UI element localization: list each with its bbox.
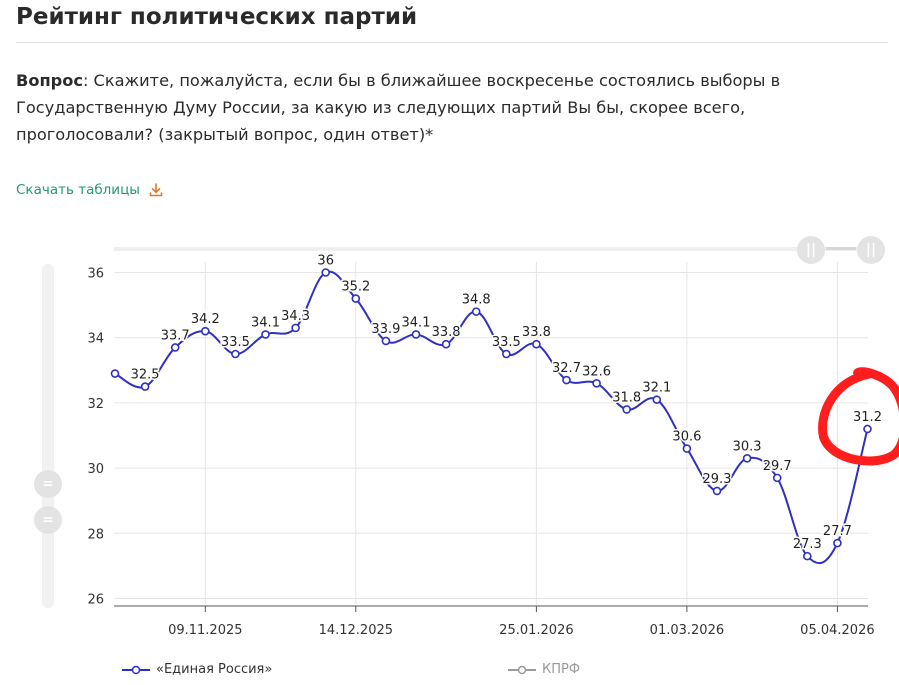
data-label: 33.5	[492, 335, 521, 350]
series-line-er	[114, 270, 869, 565]
annotation-circle	[818, 367, 899, 466]
legend-item-er[interactable]: «Единая Россия»	[122, 662, 272, 677]
legend-marker-kprf	[508, 665, 536, 674]
title-divider	[16, 42, 888, 43]
vertical-zoom-handle-top[interactable]: =	[34, 470, 62, 498]
x-tick-label: 05.04.2026	[800, 623, 874, 638]
y-tick-label: 28	[87, 527, 104, 542]
range-selection[interactable]	[826, 247, 856, 250]
legend-label-kprf: КПРФ	[542, 662, 581, 677]
data-point[interactable]	[351, 294, 361, 303]
x-tick-label: 09.11.2025	[168, 623, 242, 638]
page-title: Рейтинг политических партий	[16, 4, 418, 30]
data-point[interactable]	[562, 375, 571, 385]
download-tables-link[interactable]: Скачать таблицы	[16, 182, 164, 198]
data-point[interactable]	[682, 444, 692, 453]
vertical-zoom-handle-bottom[interactable]: =	[34, 506, 62, 534]
data-label: 32.6	[582, 364, 611, 379]
data-point[interactable]	[441, 339, 451, 349]
question-text: : Скажите, пожалуйста, если бы в ближайш…	[16, 71, 781, 144]
data-point[interactable]	[291, 323, 300, 333]
data-point[interactable]	[170, 343, 180, 352]
data-label: 31.2	[853, 410, 882, 425]
data-label: 34.3	[281, 309, 310, 324]
data-point[interactable]	[863, 424, 872, 434]
range-track[interactable]	[114, 247, 867, 251]
data-label: 33.9	[371, 322, 400, 337]
y-tick-label: 34	[87, 332, 104, 347]
data-label: 30.6	[672, 430, 701, 445]
data-label: 33.5	[221, 335, 250, 350]
question-label: Вопрос	[16, 71, 83, 90]
data-label: 32.1	[642, 381, 671, 396]
data-point[interactable]	[772, 473, 782, 483]
data-point[interactable]	[321, 268, 331, 277]
download-icon	[149, 183, 163, 197]
legend-item-kprf[interactable]: КПРФ	[508, 662, 580, 677]
data-label: 34.1	[402, 315, 431, 330]
y-tick-label: 26	[87, 593, 104, 608]
y-tick-label: 36	[87, 267, 104, 282]
data-point[interactable]	[833, 538, 842, 548]
data-label: 32.7	[552, 361, 581, 376]
x-tick-label: 25.01.2026	[499, 623, 573, 638]
data-point[interactable]	[622, 405, 632, 414]
data-point[interactable]	[231, 349, 240, 359]
x-tick-label: 14.12.2025	[319, 623, 393, 638]
y-tick-label: 32	[87, 397, 104, 412]
data-label: 33.8	[432, 325, 461, 340]
data-point[interactable]	[201, 326, 210, 336]
range-handle-left[interactable]: ||	[797, 236, 825, 264]
data-point[interactable]	[652, 395, 662, 404]
range-handle-right[interactable]: ||	[857, 236, 885, 264]
data-point[interactable]	[381, 336, 391, 346]
y-tick-label: 30	[87, 462, 104, 477]
data-label: 34.2	[191, 312, 220, 327]
data-label: 29.3	[703, 472, 732, 487]
data-point[interactable]	[471, 307, 481, 316]
data-point[interactable]	[140, 382, 150, 391]
data-label: 34.8	[462, 293, 491, 308]
data-point[interactable]	[742, 454, 752, 463]
data-point[interactable]	[712, 486, 722, 496]
x-tick-label: 01.03.2026	[650, 623, 724, 638]
data-point[interactable]	[802, 551, 812, 561]
data-label: 29.7	[763, 459, 792, 474]
data-label: 35.2	[341, 280, 370, 295]
data-label: 31.8	[612, 390, 641, 405]
data-point[interactable]	[592, 379, 601, 388]
data-label: 27.7	[823, 524, 852, 539]
legend-marker-er	[122, 665, 150, 674]
data-label: 33.7	[161, 328, 190, 343]
data-label: 36	[317, 254, 334, 269]
data-point[interactable]	[261, 330, 270, 339]
data-point[interactable]	[110, 369, 120, 378]
data-point[interactable]	[411, 330, 421, 339]
data-label: 30.3	[733, 439, 762, 454]
data-label: 32.5	[131, 368, 160, 383]
data-label: 34.1	[251, 315, 280, 330]
data-point[interactable]	[501, 349, 511, 359]
download-label: Скачать таблицы	[16, 182, 140, 198]
data-label: 27.3	[793, 537, 822, 552]
data-point[interactable]	[532, 339, 541, 349]
survey-question: Вопрос: Скажите, пожалуйста, если бы в б…	[16, 67, 886, 148]
legend-label-er: «Единая Россия»	[156, 662, 273, 677]
data-label: 33.8	[522, 325, 551, 340]
